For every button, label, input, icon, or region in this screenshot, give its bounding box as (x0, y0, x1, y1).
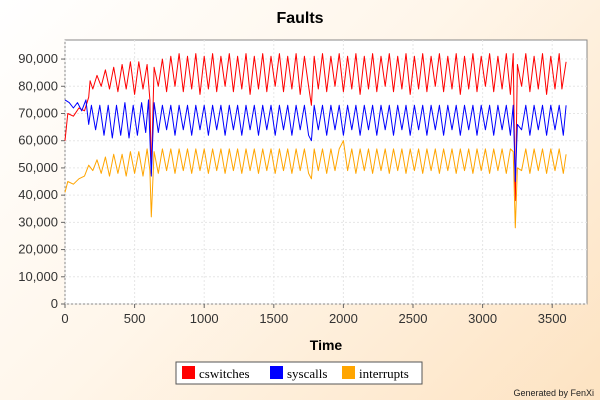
y-tick-label: 20,000 (18, 242, 58, 257)
series-line-syscalls (64, 99, 567, 182)
x-tick-label: 2000 (329, 311, 358, 326)
series-line-interrupts (64, 140, 567, 229)
y-tick-label: 10,000 (18, 269, 58, 284)
y-tick-label: 80,000 (18, 78, 58, 93)
y-tick-label: 0 (51, 296, 58, 311)
series-lines (64, 53, 567, 229)
legend-box (175, 361, 423, 385)
y-tick-label: 90,000 (18, 51, 58, 66)
footer-credit: Generated by FenXi (513, 388, 594, 398)
x-tick-label: 3500 (538, 311, 567, 326)
legend-label-syscalls: syscalls (287, 366, 327, 381)
x-tick-label: 0 (61, 311, 68, 326)
y-tick-label: 60,000 (18, 133, 58, 148)
x-tick-label: 3000 (468, 311, 497, 326)
legend-swatch-syscalls (270, 366, 283, 379)
x-tick-label: 2500 (399, 311, 428, 326)
y-axis: 0 10,000 20,000 30,000 40,000 50,000 60,000 70,… (18, 51, 65, 311)
x-tick-label: 1500 (259, 311, 288, 326)
x-axis-label: Time (310, 337, 343, 353)
legend-swatch-cswitches (182, 366, 195, 379)
legend-label-interrupts: interrupts (359, 366, 409, 381)
legend-swatch-interrupts (342, 366, 355, 379)
legend: cswitches syscalls interrupts (175, 361, 423, 385)
series-line-cswitches (64, 53, 567, 202)
chart-title: Faults (276, 10, 323, 27)
x-tick-label: 500 (124, 311, 146, 326)
x-tick-label: 1000 (190, 311, 219, 326)
y-tick-label: 70,000 (18, 105, 58, 120)
y-tick-label: 30,000 (18, 214, 58, 229)
legend-label-cswitches: cswitches (199, 366, 250, 381)
x-axis: 0 500 1000 1500 2000 2500 3000 3500 (61, 304, 567, 326)
y-tick-label: 40,000 (18, 187, 58, 202)
y-tick-label: 50,000 (18, 160, 58, 175)
